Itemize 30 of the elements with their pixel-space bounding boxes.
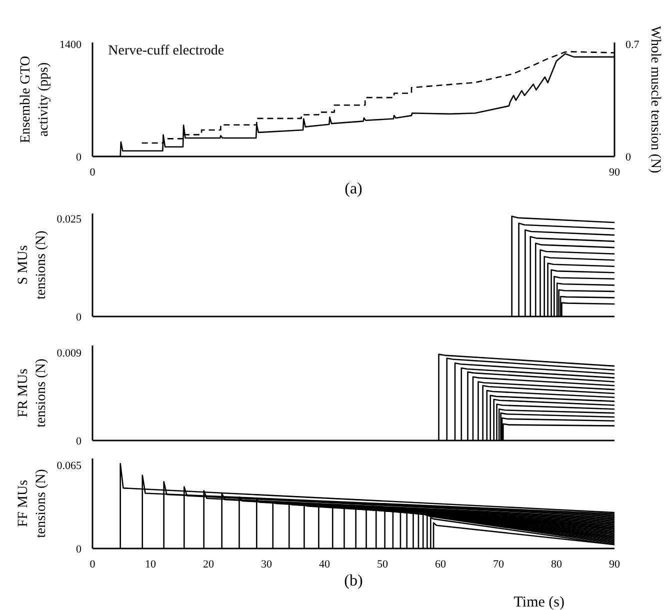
x-tick-label: 40 bbox=[319, 558, 330, 570]
x-axis-title: Time (s) bbox=[514, 594, 565, 610]
x-tick-label: 50 bbox=[377, 558, 388, 570]
x-tick-label: 10 bbox=[145, 558, 156, 570]
y-tick-label: 0 bbox=[76, 152, 82, 164]
y-tick-label: 0 bbox=[76, 436, 82, 448]
x-tick-label: 70 bbox=[493, 558, 504, 570]
y-axis-title: FF MUs tensions (N) bbox=[16, 468, 49, 538]
x-tick-label: 90 bbox=[609, 558, 620, 570]
y-tick-label: 0.025 bbox=[56, 214, 82, 226]
x-tick-label: 30 bbox=[261, 558, 272, 570]
y2-axis-title: Whole muscle tension (N) bbox=[647, 26, 662, 174]
x-tick-label: 20 bbox=[203, 558, 214, 570]
x-tick-label: 60 bbox=[435, 558, 446, 570]
x-tick-label: 90 bbox=[609, 166, 620, 178]
y-axis-title: FR MUs tensions (N) bbox=[16, 358, 49, 428]
y-axis-title: S MUs tensions (N) bbox=[16, 230, 49, 300]
text: (b) bbox=[344, 572, 363, 590]
annotation: Nerve-cuff electrode bbox=[108, 44, 224, 58]
text: (a) bbox=[344, 180, 362, 198]
y-tick-label: 1400 bbox=[60, 39, 82, 52]
y-tick-label: 0.065 bbox=[56, 460, 82, 472]
x-tick-label: 0 bbox=[90, 558, 96, 570]
y2-tick-label: 0.7 bbox=[626, 39, 640, 52]
y-tick-label: 0 bbox=[76, 544, 82, 556]
y-tick-label: 0.009 bbox=[56, 347, 82, 360]
y2-tick-label: 0 bbox=[626, 152, 632, 164]
y-axis-title: Ensemble GTO activity (pps) bbox=[18, 56, 52, 144]
x-tick-label: 80 bbox=[551, 558, 562, 570]
y-tick-label: 0 bbox=[76, 312, 82, 324]
